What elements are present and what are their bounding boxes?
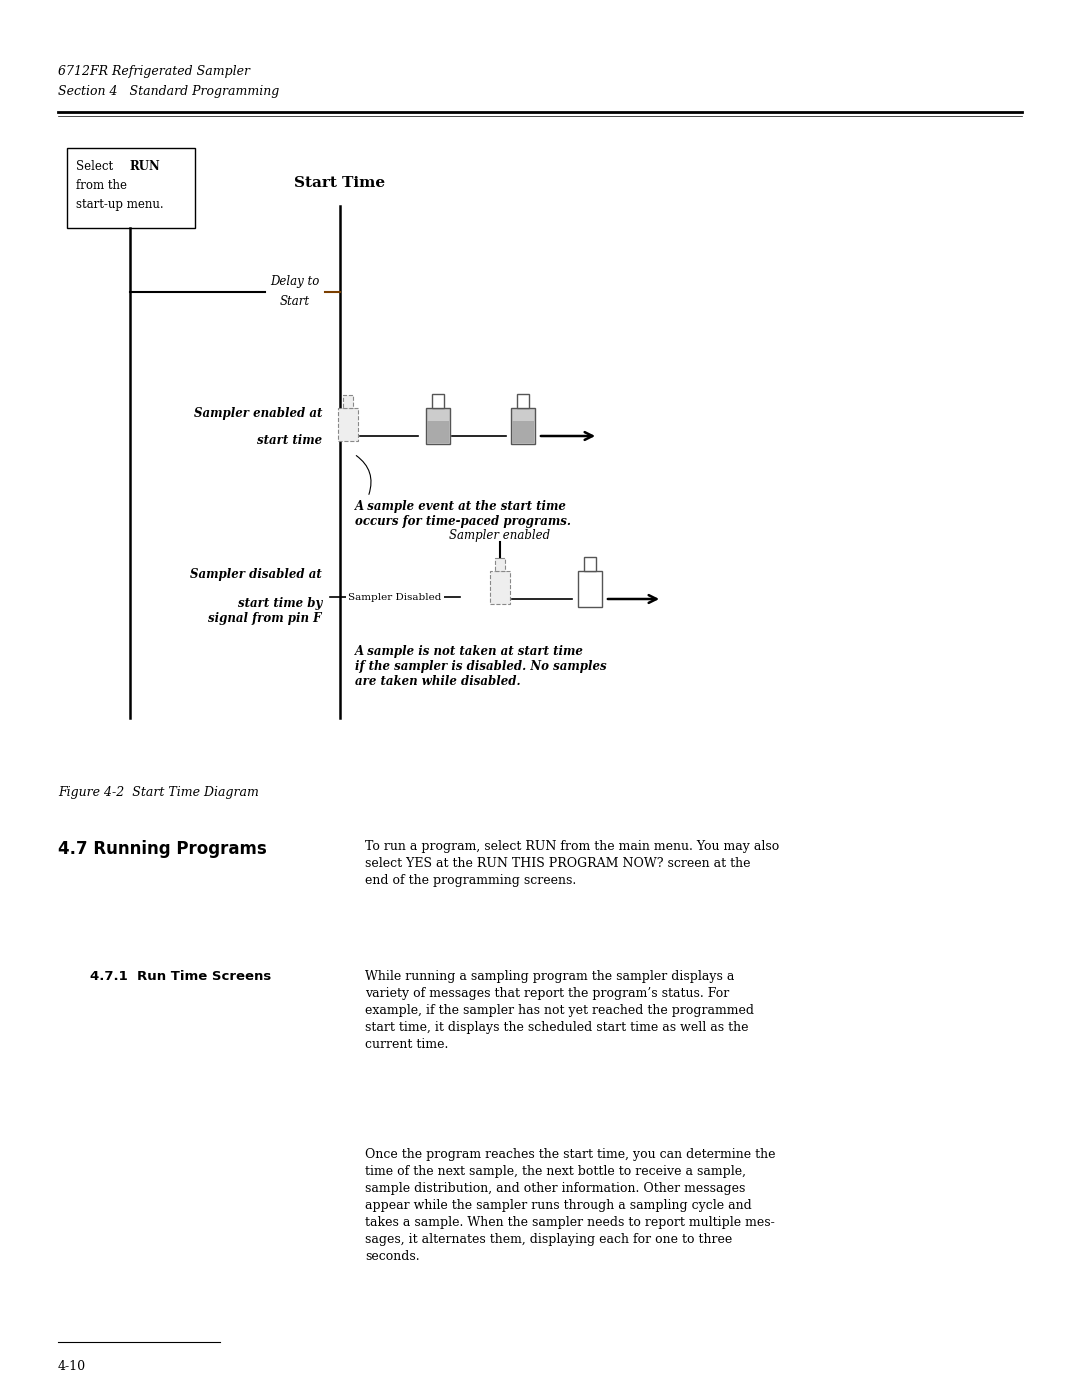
Text: 4.7 Running Programs: 4.7 Running Programs [58,840,267,858]
Bar [427,422,449,443]
Text: Once the program reaches the start time, you can determine the
time of the next : Once the program reaches the start time,… [365,1148,775,1263]
Bar [342,395,353,408]
Text: Start Time: Start Time [295,176,386,190]
Text: start time by: start time by [238,597,322,610]
Bar [512,422,534,443]
Text: start-up menu.: start-up menu. [76,198,164,211]
Text: from the: from the [76,179,127,191]
Text: signal from pin F: signal from pin F [208,612,322,624]
Text: Sampler disabled at: Sampler disabled at [190,569,322,581]
Bar [511,408,535,444]
Text: A sample event at the start time
occurs for time-paced programs.: A sample event at the start time occurs … [355,500,571,528]
Bar [516,394,529,408]
Text: Sampler Disabled: Sampler Disabled [349,592,442,602]
Text: Sampler enabled at: Sampler enabled at [193,407,322,420]
Text: 4.7.1  Run Time Screens: 4.7.1 Run Time Screens [90,970,271,983]
Text: Start: Start [280,295,310,307]
Text: 6712FR Refrigerated Sampler: 6712FR Refrigerated Sampler [58,66,249,78]
Text: To run a program, select RUN from the main menu. You may also
select YES at the : To run a program, select RUN from the ma… [365,840,780,887]
Bar [495,559,505,571]
Bar [426,408,450,444]
FancyArrowPatch shape [356,455,372,495]
Bar [490,571,510,604]
Text: Figure 4-2  Start Time Diagram: Figure 4-2 Start Time Diagram [58,787,259,799]
Bar [584,557,596,571]
Text: While running a sampling program the sampler displays a
variety of messages that: While running a sampling program the sam… [365,970,754,1051]
Text: Section 4   Standard Programming: Section 4 Standard Programming [58,85,280,98]
Bar [432,394,444,408]
Text: RUN: RUN [129,161,160,173]
Text: start time: start time [257,434,322,447]
Bar [338,408,357,441]
Text: Sampler enabled: Sampler enabled [449,529,551,542]
Text: 4-10: 4-10 [58,1361,86,1373]
Bar [67,148,195,228]
Text: Delay to: Delay to [270,275,320,288]
Text: A sample is not taken at start time
if the sampler is disabled. No samples
are t: A sample is not taken at start time if t… [355,645,607,687]
Text: Select: Select [76,161,121,173]
Bar [578,571,602,608]
